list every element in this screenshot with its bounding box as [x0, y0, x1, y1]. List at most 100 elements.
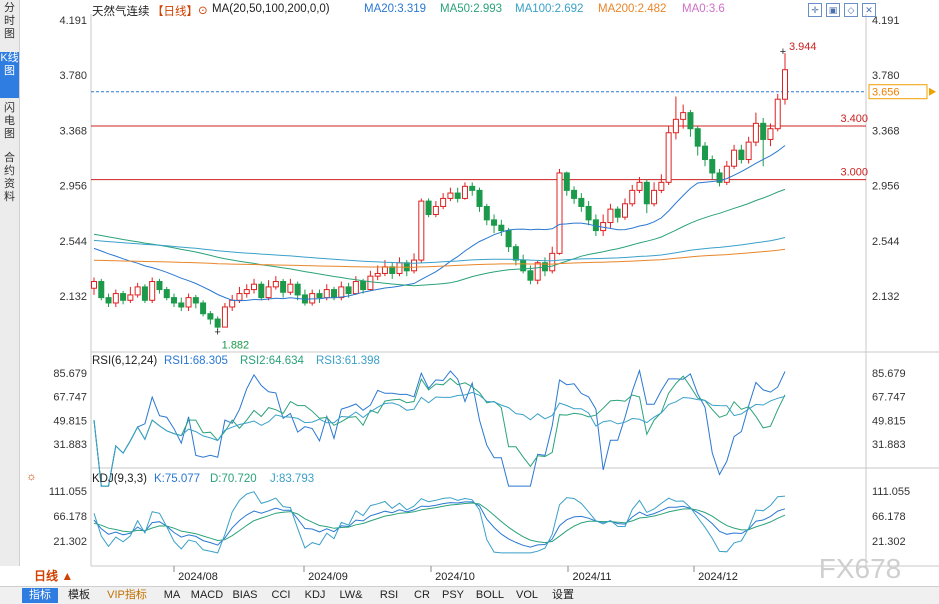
candle-body — [352, 281, 359, 295]
kdj-axis-label-left: 66.178 — [53, 511, 87, 523]
fit-icon[interactable]: ◇ — [844, 3, 858, 17]
tab-timeshare[interactable]: 分时图 — [4, 2, 15, 40]
chart-area[interactable]: 4.191 4.191 3.780 3.780 3.368 3.368 2.956 2.956… — [0, 0, 939, 586]
price-axis-label-left: 2.544 — [59, 236, 87, 248]
period-label: 【日线】 — [152, 6, 198, 18]
tab-contract-info[interactable]: 合约资料 — [4, 152, 15, 203]
tab-rsi[interactable]: RSI — [379, 589, 399, 601]
tab-macd[interactable]: MACD — [190, 589, 224, 601]
candle-body — [389, 266, 396, 274]
sun-icon[interactable]: ☼ — [26, 471, 37, 483]
candle-body — [571, 189, 578, 199]
candle-body — [309, 293, 316, 304]
tab-vip-indicators[interactable]: VIP指标 — [107, 589, 147, 601]
candle-body — [411, 259, 418, 272]
candle-body — [207, 313, 214, 320]
candle-body — [323, 289, 330, 299]
tab-bias[interactable]: BIAS — [232, 589, 258, 601]
rsi1-line — [93, 368, 786, 487]
candle-body — [578, 197, 585, 207]
ma-params[interactable]: MA(20,50,100,200,0,0) — [212, 3, 330, 15]
candle-body — [141, 286, 148, 301]
low-label: 1.882 — [222, 340, 250, 352]
period-selector[interactable]: 日线 ▲ — [34, 569, 74, 583]
candle-body — [629, 189, 636, 205]
candle-body — [251, 283, 258, 291]
candle-body — [767, 128, 774, 140]
candle-body — [214, 318, 221, 328]
price-axis-label-right: 2.956 — [872, 181, 900, 193]
candle-body — [381, 266, 388, 274]
candle-body — [658, 181, 665, 191]
ma20-line — [93, 145, 786, 302]
date-axis-label: 2024/12 — [698, 571, 738, 583]
rsi-axis-label-left: 31.883 — [53, 439, 87, 451]
candle-body — [687, 112, 694, 130]
candle-body — [745, 141, 752, 161]
candle-body — [229, 299, 236, 308]
rsi3-line — [93, 391, 786, 487]
candle-body — [345, 286, 352, 295]
candle-body — [643, 181, 650, 205]
candle-body — [527, 270, 534, 281]
reference-line-label: 3.400 — [840, 113, 868, 125]
low-marker: + — [214, 327, 220, 339]
candle-body — [171, 297, 178, 304]
candle-body — [491, 219, 498, 226]
candle-body — [672, 118, 679, 134]
tab-psy[interactable]: PSY — [441, 589, 464, 601]
candle-body — [731, 149, 738, 167]
close-icon[interactable]: ✕ — [862, 3, 876, 17]
tab-flash[interactable]: 闪电图 — [4, 102, 15, 140]
price-axis-label-right: 2.544 — [872, 236, 900, 248]
candle-body — [185, 297, 192, 308]
candle-body — [98, 281, 105, 299]
tab-boll[interactable]: BOLL — [475, 589, 505, 601]
kdj-axis-label-right: 66.178 — [872, 511, 906, 523]
rsi-axis-label-left: 67.747 — [53, 392, 87, 404]
zoom-icon[interactable]: ▣ — [826, 3, 840, 17]
tab-cci[interactable]: CCI — [271, 589, 291, 601]
price-axis-label-right: 2.132 — [872, 291, 900, 303]
candle-body — [534, 262, 541, 281]
d-line — [93, 502, 786, 544]
ma100-value: MA100:2.692 — [515, 3, 584, 15]
k-line — [93, 501, 786, 548]
settings-icon[interactable]: ⊙ — [198, 5, 208, 17]
candle-body — [316, 293, 323, 299]
price-axis-label-left: 4.191 — [59, 15, 87, 27]
reference-line-label: 3.000 — [840, 167, 868, 179]
tab-kline[interactable]: K线图 — [0, 52, 19, 98]
rsi-label: RSI(6,12,24) — [92, 355, 158, 367]
candle-body — [614, 208, 621, 218]
tab-kdj[interactable]: KDJ — [304, 589, 326, 601]
candle-body — [163, 289, 170, 299]
tab-indicators[interactable]: 指标 — [22, 588, 58, 603]
candle-body — [294, 283, 301, 296]
tab-cr[interactable]: CR — [414, 589, 430, 601]
crosshair-icon[interactable]: ✛ — [808, 3, 822, 17]
candle-body — [120, 293, 127, 301]
candle-body — [149, 281, 156, 301]
candle-body — [651, 189, 658, 205]
price-axis-label-right: 4.191 — [872, 15, 900, 27]
candle-body — [498, 224, 505, 232]
tab-lw[interactable]: LW& — [339, 589, 363, 601]
candle-body — [563, 172, 570, 191]
tab-ma[interactable]: MA — [163, 589, 181, 601]
candle-body — [331, 289, 338, 299]
candle-body — [91, 281, 97, 289]
candle-body — [636, 181, 643, 191]
kdj-axis-label-left: 21.302 — [53, 536, 87, 548]
candle-body — [665, 132, 672, 183]
candle-body — [716, 172, 723, 183]
tab-templates[interactable]: 模板 — [68, 589, 90, 601]
candle-body — [774, 98, 781, 130]
tab-vol[interactable]: VOL — [515, 589, 538, 601]
tab-settings[interactable]: 设置 — [552, 589, 574, 601]
candle-body — [782, 69, 788, 100]
j-line — [93, 491, 786, 554]
candle-body — [607, 208, 614, 224]
candle-body — [272, 281, 279, 288]
rsi1-value: RSI1:68.305 — [164, 355, 228, 367]
